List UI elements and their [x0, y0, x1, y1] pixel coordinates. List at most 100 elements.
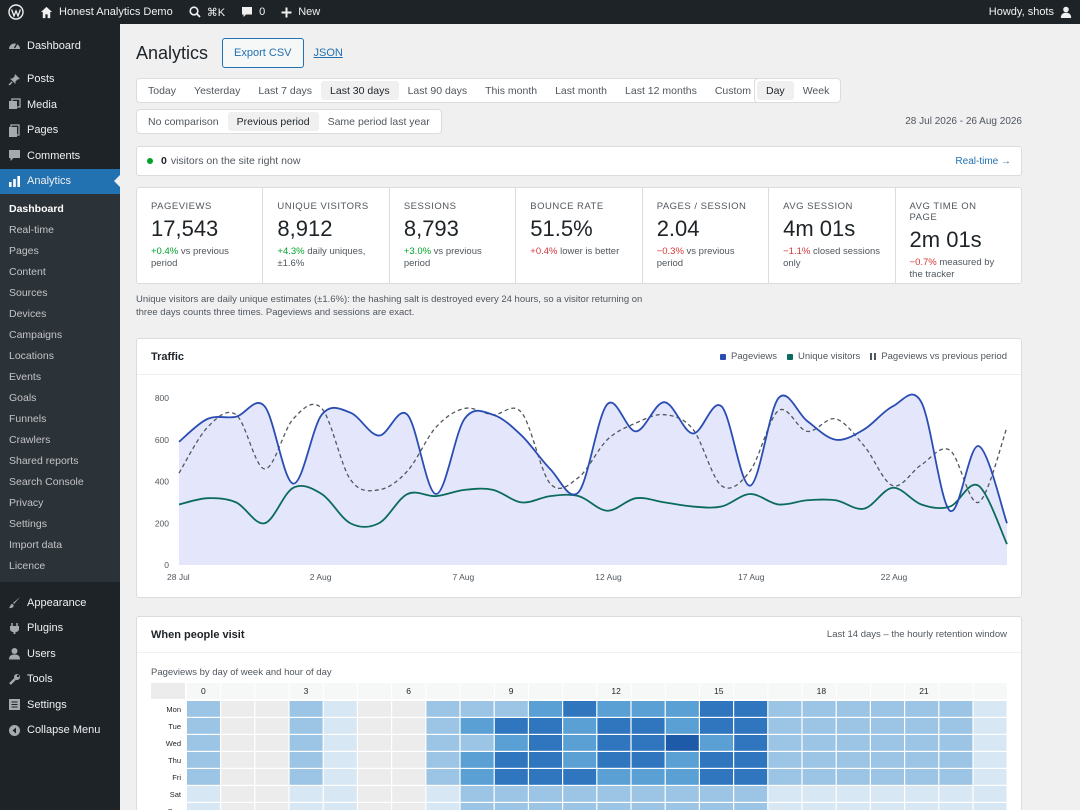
export-csv-button[interactable]: Export CSV [222, 38, 304, 68]
menu-pages[interactable]: Pages [0, 118, 120, 144]
heatmap-cell [700, 803, 733, 810]
when-people-visit-card: When people visit Last 14 days – the hou… [136, 616, 1022, 810]
heatmap-cell [529, 786, 562, 802]
menu-plugins[interactable]: Plugins [0, 616, 120, 642]
heatmap-cell [939, 803, 973, 810]
submenu-search-console[interactable]: Search Console [9, 475, 84, 488]
submenu-real-time[interactable]: Real-time [9, 223, 54, 236]
submenu-campaigns[interactable]: Campaigns [9, 328, 63, 341]
menu-comments[interactable]: Comments [0, 143, 120, 169]
heatmap-subtitle: Pageviews by day of week and hour of day [151, 667, 332, 678]
heatmap-cell [871, 718, 904, 734]
account-menu[interactable]: Howdy, shots [981, 0, 1080, 24]
range-last-30-days[interactable]: Last 30 days [321, 81, 399, 100]
stat-value: 8,912 [277, 216, 333, 241]
heatmap-cell [871, 769, 904, 785]
heatmap-header-cell [597, 683, 631, 699]
heatmap-cell [700, 701, 733, 717]
site-name-link[interactable]: Honest Analytics Demo [32, 0, 181, 24]
range-this-month[interactable]: This month [485, 84, 538, 97]
heatmap-header-cell [494, 683, 528, 699]
heatmap-cell [529, 769, 562, 785]
heatmap-cell [289, 752, 323, 768]
new-content-button[interactable]: New [273, 0, 328, 24]
heatmap-cell [358, 769, 391, 785]
heatmap-cell [392, 803, 426, 810]
heatmap-day-label: Wed [166, 739, 181, 748]
menu-analytics[interactable]: Analytics [0, 168, 120, 194]
heatmap-cell [289, 718, 323, 734]
heatmap-header-cell [255, 683, 289, 699]
granularity-day[interactable]: Day [757, 81, 794, 100]
heatmap-cell [939, 786, 973, 802]
menu-posts[interactable]: Posts [0, 67, 120, 93]
submenu-crawlers[interactable]: Crawlers [9, 433, 51, 446]
comparison-same-period-last-year[interactable]: Same period last year [327, 115, 430, 128]
heatmap-cell [392, 718, 426, 734]
menu-dashboard[interactable]: Dashboard [0, 33, 120, 59]
heatmap-cell [734, 735, 768, 751]
json-link[interactable]: JSON [313, 47, 343, 59]
heatmap-cell [973, 752, 1007, 768]
heatmap-cell [905, 701, 939, 717]
range-last-month[interactable]: Last month [555, 84, 608, 97]
submenu-privacy[interactable]: Privacy [9, 496, 44, 509]
range-last-7-days[interactable]: Last 7 days [258, 84, 313, 97]
menu-appearance[interactable]: Appearance [0, 590, 120, 616]
menu-settings[interactable]: Settings [0, 692, 120, 718]
submenu-shared-reports[interactable]: Shared reports [9, 454, 79, 467]
submenu-pages[interactable]: Pages [9, 244, 39, 257]
submenu-devices[interactable]: Devices [9, 307, 47, 320]
submenu-content[interactable]: Content [9, 265, 46, 278]
stat-change: −0.7% measured by the tracker [910, 257, 1007, 281]
realtime-link[interactable]: Real-time → [955, 155, 1011, 167]
heatmap-cell [221, 803, 255, 810]
menu-users[interactable]: Users [0, 641, 120, 667]
date-range-selector: Today Yesterday Last 7 days Last 30 days… [136, 78, 764, 103]
submenu-sources[interactable]: Sources [9, 286, 48, 299]
pages-icon [7, 123, 21, 137]
heatmap-cell [631, 718, 665, 734]
range-today[interactable]: Today [148, 84, 177, 97]
comparison-previous-period[interactable]: Previous period [227, 112, 319, 131]
menu-collapse[interactable]: Collapse Menu [0, 718, 120, 744]
heatmap-cell [836, 701, 870, 717]
range-last-12-months[interactable]: Last 12 months [625, 84, 697, 97]
stat-note: closed sessions only [783, 246, 881, 269]
range-custom[interactable]: Custom [714, 84, 752, 97]
stat-delta: +4.3% [277, 246, 305, 257]
visit-meta: Last 14 days – the hourly retention wind… [826, 629, 1007, 640]
heatmap-cell [494, 735, 528, 751]
submenu-dashboard[interactable]: Dashboard [9, 202, 64, 215]
heatmap-header-cell [631, 683, 665, 699]
range-last-90-days[interactable]: Last 90 days [407, 84, 468, 97]
heatmap-cell [597, 786, 631, 802]
heatmap-hour-label: 21 [919, 686, 929, 696]
submenu-import-data[interactable]: Import data [9, 538, 63, 551]
stat-note: daily uniques, ±1.6% [277, 246, 366, 269]
submenu-goals[interactable]: Goals [9, 391, 37, 404]
stat-value: 2.04 [656, 216, 700, 241]
menu-tools[interactable]: Tools [0, 667, 120, 693]
submenu-settings[interactable]: Settings [9, 517, 47, 530]
submenu-funnels[interactable]: Funnels [9, 412, 47, 425]
heatmap-cell [597, 769, 631, 785]
search-button[interactable]: ⌘K [181, 0, 233, 24]
wordpress-logo-icon[interactable] [0, 0, 32, 24]
comparison-none[interactable]: No comparison [148, 115, 219, 128]
granularity-week[interactable]: Week [802, 84, 830, 97]
heatmap-cell [768, 769, 802, 785]
heatmap-header-cell [836, 683, 870, 699]
menu-media[interactable]: Media [0, 92, 120, 118]
range-yesterday[interactable]: Yesterday [194, 84, 241, 97]
submenu-licence[interactable]: Licence [9, 559, 46, 572]
heatmap-cell [665, 735, 699, 751]
heatmap-cell [392, 769, 426, 785]
comments-button[interactable]: 0 [233, 0, 273, 24]
stat-card: PAGES / SESSION 2.04 −0.3% vs previous per… [643, 188, 770, 283]
heatmap-cell [289, 769, 323, 785]
heatmap-cell [392, 701, 426, 717]
heatmap-day-label: Mon [166, 705, 181, 714]
submenu-events[interactable]: Events [9, 370, 42, 383]
submenu-locations[interactable]: Locations [9, 349, 54, 362]
